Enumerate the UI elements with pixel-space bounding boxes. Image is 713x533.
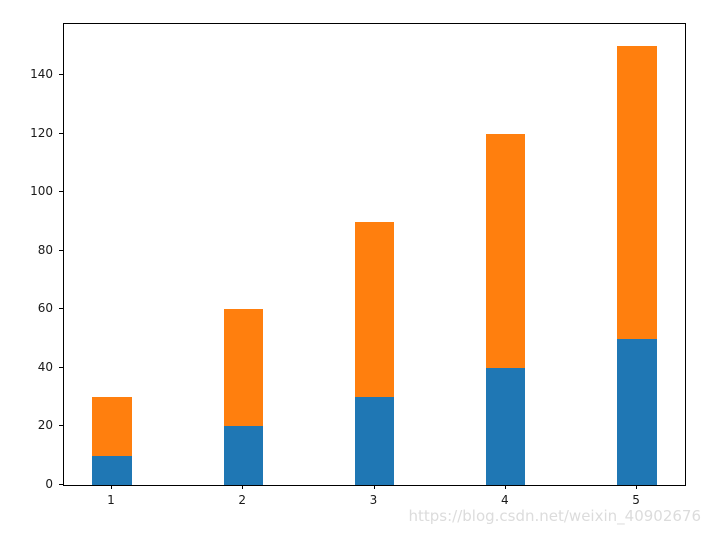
y-tick-mark	[59, 132, 63, 134]
x-tick-label: 2	[238, 493, 247, 507]
y-tick-mark	[59, 366, 63, 368]
y-tick-label: 60	[37, 301, 53, 316]
y-tick-label: 20	[37, 418, 53, 433]
bar-segment-bottom-series-5	[617, 338, 657, 485]
y-tick-label: 120	[30, 125, 53, 140]
watermark-text: https://blog.csdn.net/weixin_40902676	[408, 507, 701, 525]
bar-segment-top-series-1	[92, 397, 132, 456]
bar-segment-top-series-3	[354, 221, 395, 398]
plot-area	[63, 23, 686, 486]
bar-segment-top-series-4	[486, 133, 526, 368]
bar-segment-top-series-2	[223, 309, 263, 427]
x-tick-mark	[242, 485, 244, 489]
y-tick-mark	[59, 191, 63, 193]
x-tick-mark	[110, 485, 112, 489]
y-tick-mark	[59, 425, 63, 427]
bar-segment-bottom-series-3	[354, 397, 395, 485]
x-tick-label: 4	[500, 493, 509, 507]
y-tick-label: 40	[37, 359, 53, 374]
y-tick-label: 140	[30, 67, 53, 82]
x-tick-mark	[373, 485, 375, 489]
bar-segment-bottom-series-2	[223, 426, 263, 485]
x-tick-label: 3	[369, 493, 378, 507]
y-tick-label: 80	[37, 242, 53, 257]
y-tick-mark	[59, 249, 63, 251]
y-tick-label: 0	[45, 477, 53, 491]
bar-segment-bottom-series-4	[486, 367, 526, 485]
bar-segment-bottom-series-1	[92, 455, 132, 485]
x-tick-mark	[504, 485, 506, 489]
x-tick-label: 1	[107, 493, 115, 507]
bar-segment-top-series-5	[617, 45, 657, 339]
y-tick-mark	[59, 308, 63, 310]
y-tick-label: 100	[30, 184, 53, 199]
x-tick-label: 5	[632, 493, 640, 507]
x-tick-mark	[636, 485, 638, 489]
y-tick-mark	[59, 74, 63, 76]
y-tick-mark	[59, 484, 63, 485]
